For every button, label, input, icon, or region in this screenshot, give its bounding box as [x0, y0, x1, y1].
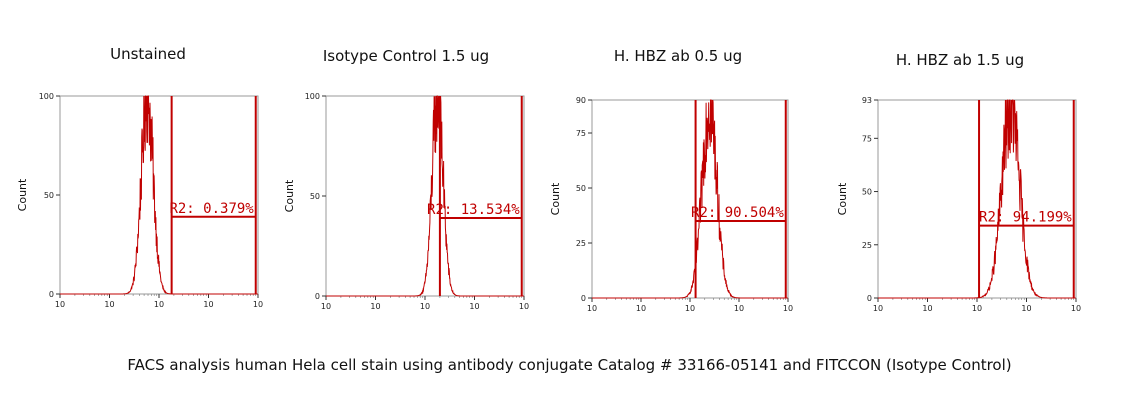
panel-4-y-tick-label: 50: [862, 188, 872, 197]
panel-3-y-tick-label: 90: [576, 96, 586, 105]
panel-2-gate-label: R2: 13.534%: [427, 202, 520, 218]
panel-1-x-tick-label: 10: [55, 300, 65, 309]
panel-1-y-tick-label: 0: [49, 290, 54, 299]
figure-caption: FACS analysis human Hela cell stain usin…: [127, 356, 1012, 374]
panel-2-x-tick-label: 10: [469, 302, 479, 311]
panel-1-y-tick-label: 100: [39, 92, 54, 101]
panel-4-title: H. HBZ ab 1.5 ug: [895, 51, 1025, 69]
panel-2-y-tick-label: 0: [315, 292, 320, 301]
panel-2-histogram-trace: [326, 95, 524, 297]
panel-4-gate-label: R2: 94.199%: [979, 210, 1072, 226]
panel-2-y-tick-label: 100: [305, 92, 320, 101]
panel-1-x-tick-label: 10: [154, 300, 164, 309]
panel-1-x-tick-label: 10: [253, 300, 263, 309]
panel-1-x-tick-label: 10: [104, 300, 114, 309]
panel-4-x-tick-label: 10: [1021, 304, 1031, 313]
panel-3-x-tick-label: 10: [685, 304, 695, 313]
panel-4-y-tick-label: 0: [867, 294, 872, 303]
panel-3-y-tick-label: 75: [576, 129, 586, 138]
panel-1-x-tick-label: 10: [203, 300, 213, 309]
panel-3-x-tick-label: 10: [587, 304, 597, 313]
panel-1-y-axis-label: Count: [16, 178, 29, 211]
panel-3-x-tick-label: 10: [636, 304, 646, 313]
panel-1-title: Unstained: [110, 45, 186, 63]
panel-4-x-tick-label: 10: [922, 304, 932, 313]
panel-4-x-tick-label: 10: [1071, 304, 1081, 313]
panel-1-y-tick-label: 50: [44, 191, 54, 200]
panel-1-histogram-trace: [60, 95, 258, 295]
panel-2-y-tick-label: 50: [310, 192, 320, 201]
panel-4-y-tick-label: 25: [862, 241, 872, 250]
panel-4-y-axis-label: Count: [836, 182, 849, 215]
panel-1-gate-label: R2: 0.379%: [169, 201, 254, 217]
panel-3-title: H. HBZ ab 0.5 ug: [613, 47, 743, 65]
panel-2-x-tick-label: 10: [321, 302, 331, 311]
panel-3-x-tick-label: 10: [783, 304, 793, 313]
panel-4-y-tick-label: 93: [862, 96, 872, 105]
panel-2-y-axis-label: Count: [283, 179, 296, 212]
panel-2-x-tick-label: 10: [519, 302, 529, 311]
panel-3-histogram-trace: [592, 99, 788, 299]
panel-4-x-tick-label: 10: [972, 304, 982, 313]
panel-2-title: Isotype Control 1.5 ug: [322, 47, 490, 65]
panel-2-plot-frame: [325, 95, 525, 297]
panel-2-x-tick-label: 10: [420, 302, 430, 311]
panel-3-y-tick-label: 50: [576, 184, 586, 193]
panel-4-y-tick-label: 75: [862, 134, 872, 143]
panel-3-plot-frame: [591, 99, 789, 299]
panel-3-x-tick-label: 10: [734, 304, 744, 313]
panel-3-gate-label: R2: 90.504%: [691, 205, 784, 221]
panel-3-y-tick-label: 25: [576, 239, 586, 248]
panel-4-plot-frame: [877, 99, 1077, 299]
panel-3-y-axis-label: Count: [549, 182, 562, 215]
panel-2-x-tick-label: 10: [370, 302, 380, 311]
panel-3-y-tick-label: 0: [581, 294, 586, 303]
panel-4-histogram-trace: [878, 99, 1076, 299]
panel-4-x-tick-label: 10: [873, 304, 883, 313]
